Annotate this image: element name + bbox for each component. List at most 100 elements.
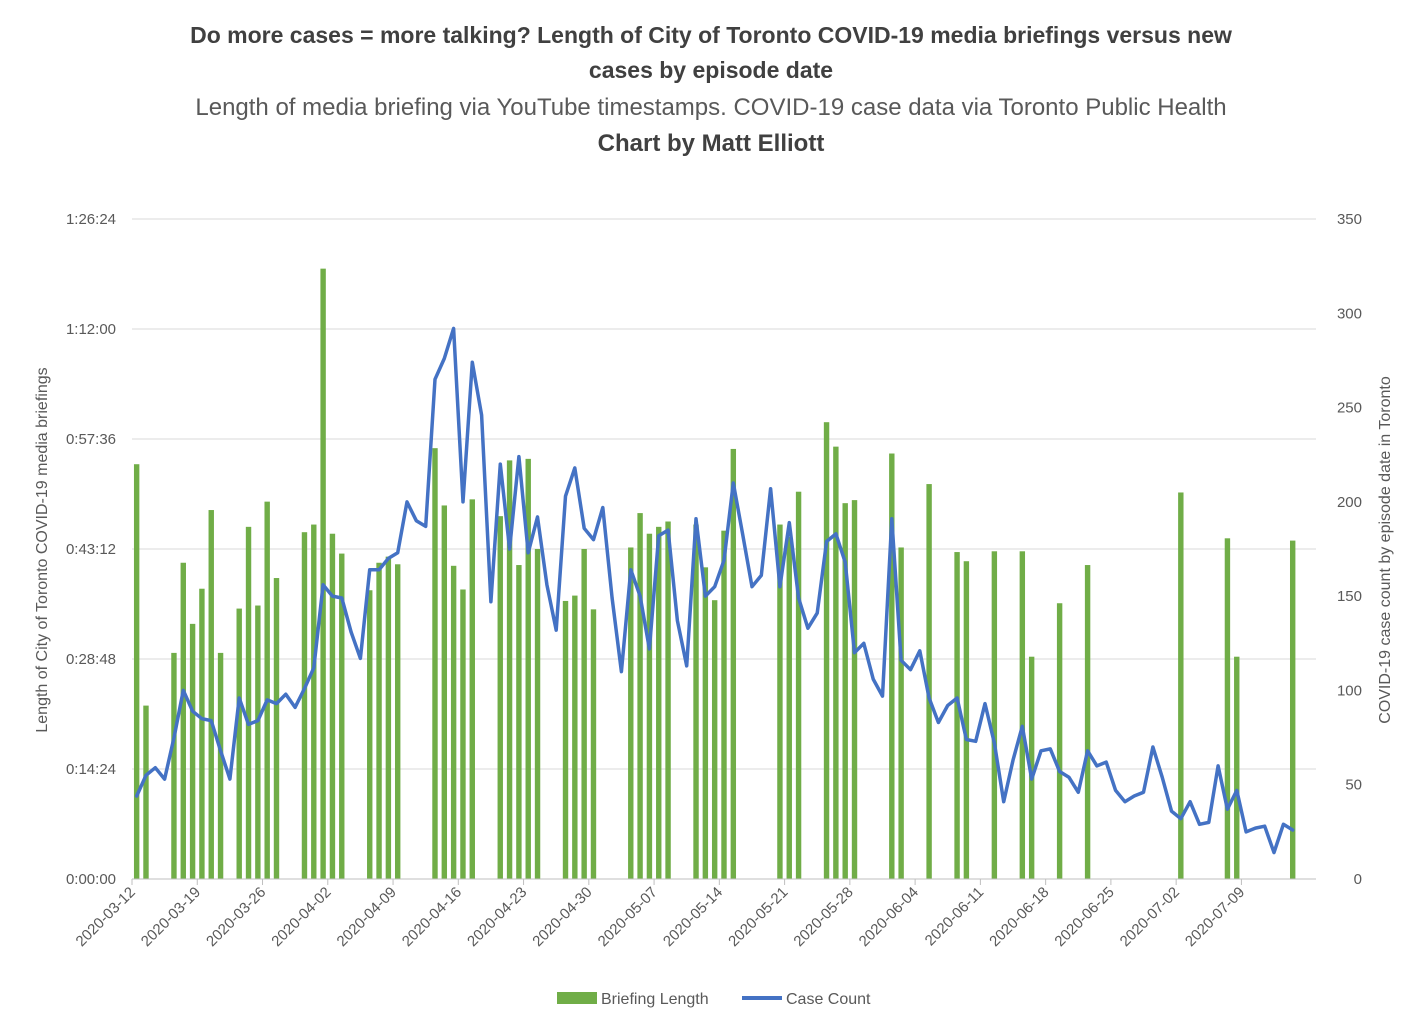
chart-subtitle: Length of media briefing via YouTube tim… (195, 94, 1227, 121)
bar (255, 605, 261, 879)
bar (786, 536, 792, 879)
bar (1028, 656, 1035, 879)
bar (245, 526, 252, 879)
right-tick-label: 250 (1337, 400, 1362, 417)
case-count-series (134, 326, 1295, 855)
bar (199, 588, 205, 879)
x-tick-label: 2020-03-19 (138, 884, 204, 950)
x-tick-label: 2020-06-11 (922, 884, 987, 949)
bar (702, 567, 709, 879)
bar (273, 578, 280, 879)
bar (1289, 540, 1296, 879)
x-tick-label: 2020-04-02 (268, 884, 334, 950)
bar (1084, 565, 1091, 879)
legend: Briefing Length Case Count (557, 991, 871, 1008)
x-axis-ticks: 2020-03-122020-03-192020-03-262020-04-02… (73, 879, 1248, 950)
right-tick-label: 300 (1337, 305, 1362, 322)
right-tick-label: 100 (1337, 682, 1362, 699)
bar (851, 500, 858, 879)
x-tick-label: 2020-04-23 (464, 884, 530, 950)
x-tick-label: 2020-05-21 (725, 884, 791, 950)
bar (441, 505, 448, 879)
bar (143, 705, 149, 879)
right-tick-label: 150 (1337, 588, 1362, 605)
bar (711, 600, 718, 879)
bar (329, 533, 336, 879)
bar (208, 510, 214, 879)
x-tick-label: 2020-03-26 (203, 884, 269, 950)
bar (320, 268, 326, 879)
bar (898, 547, 904, 879)
bar (1234, 656, 1240, 879)
bar (264, 501, 270, 879)
x-tick-label: 2020-07-02 (1117, 884, 1183, 950)
bar (795, 491, 802, 879)
briefing-length-bars (133, 268, 1296, 879)
x-tick-label: 2020-06-25 (1051, 884, 1117, 950)
bar (656, 526, 662, 879)
bar (954, 552, 960, 879)
left-tick-label: 0:00:00 (66, 871, 116, 888)
bar (376, 562, 382, 879)
x-tick-label: 2020-04-30 (529, 884, 595, 950)
bar (394, 564, 401, 879)
bar (777, 524, 783, 879)
bar (133, 464, 140, 879)
bar (367, 590, 373, 879)
left-tick-label: 0:14:24 (66, 761, 116, 778)
right-axis-ticks: 0 50 100 150 200 250 300 350 (1337, 211, 1362, 888)
bar (926, 484, 932, 879)
x-tick-label: 2020-05-07 (595, 884, 661, 950)
chart-titles: Do more cases = more talking? Length of … (0, 18, 1422, 161)
bar (665, 521, 671, 879)
right-tick-label: 350 (1337, 211, 1362, 228)
bar (572, 595, 578, 879)
bar (1178, 492, 1184, 879)
left-tick-label: 1:12:00 (66, 321, 116, 338)
chart-title: Do more cases = more talking? Length of … (190, 22, 1232, 83)
right-axis-title: COVID-19 case count by episode date in T… (1377, 376, 1394, 724)
bar (590, 609, 597, 879)
left-axis-ticks: 0:00:00 0:14:24 0:28:48 0:43:12 0:57:36 1:12:… (66, 211, 116, 888)
case-count-line (134, 326, 1295, 855)
right-tick-label: 200 (1337, 494, 1362, 511)
left-tick-label: 0:57:36 (66, 431, 116, 448)
bar (469, 499, 475, 879)
bar (562, 600, 569, 879)
bar (833, 446, 839, 879)
bar (525, 458, 531, 879)
legend-swatch-briefing-length (557, 992, 597, 1004)
bar (450, 565, 457, 879)
right-tick-label: 50 (1345, 777, 1362, 794)
bar (889, 453, 895, 879)
bar (217, 652, 224, 879)
legend-label-briefing-length: Briefing Length (601, 991, 709, 1008)
bar (534, 549, 541, 879)
bar (628, 547, 634, 879)
legend-label-case-count: Case Count (786, 991, 871, 1008)
bar (497, 516, 503, 879)
bar (516, 565, 522, 879)
left-axis-title: Length of City of Toronto COVID-19 media… (34, 367, 51, 732)
x-tick-label: 2020-03-12 (73, 884, 139, 950)
bar (385, 556, 392, 879)
left-tick-label: 0:43:12 (66, 541, 116, 558)
bar (581, 549, 587, 879)
bar (693, 524, 699, 879)
bar (963, 561, 970, 879)
bar (730, 448, 737, 879)
bar (180, 562, 186, 879)
bar (171, 652, 177, 879)
x-tick-label: 2020-04-16 (399, 884, 465, 950)
left-tick-label: 1:26:24 (66, 211, 116, 228)
x-tick-label: 2020-06-04 (856, 884, 922, 950)
x-tick-label: 2020-06-18 (986, 884, 1052, 950)
x-tick-label: 2020-05-28 (790, 884, 856, 950)
bar (637, 513, 643, 879)
x-tick-label: 2020-05-14 (660, 884, 726, 950)
bar (311, 524, 317, 879)
bar (842, 503, 848, 879)
bar (1224, 538, 1231, 879)
bar (236, 608, 242, 879)
